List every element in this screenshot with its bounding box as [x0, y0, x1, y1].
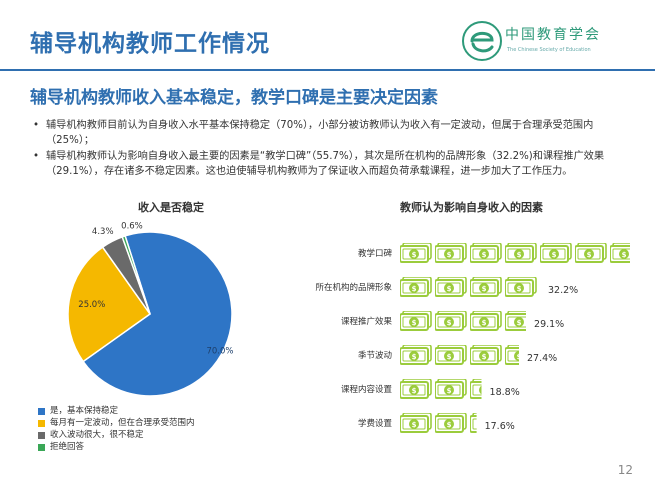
svg-text:$: $ — [447, 251, 452, 259]
pie-slice — [121, 234, 151, 315]
svg-text:$: $ — [482, 319, 487, 327]
money-icon: $ — [435, 243, 467, 263]
legend-swatch — [38, 443, 45, 451]
pie-slice — [67, 246, 152, 363]
pie-chart-title: 收入是否稳定 — [138, 201, 204, 214]
bar-value-label: 17.6% — [485, 421, 515, 432]
pie-data-label: 4.3% — [92, 227, 114, 237]
pictograph-bar-chart: 教学口碑$$$$$$$55.7%所在机构的品牌形象$$$$32.2%课程推广效果… — [315, 243, 630, 433]
bar-value-label: 27.4% — [527, 353, 557, 364]
bar-value-label: 18.8% — [490, 387, 520, 398]
legend-label: 收入波动很大，很不稳定 — [50, 430, 144, 440]
money-icon: $ — [435, 379, 467, 399]
money-icon: $ — [435, 277, 467, 297]
legend-label: 拒绝回答 — [50, 442, 85, 452]
svg-text:$: $ — [517, 353, 522, 361]
bar-category-label: 教学口碑 — [358, 248, 393, 259]
bar-category-label: 课程推广效果 — [341, 316, 393, 327]
money-icon: $ — [400, 413, 432, 433]
legend-item: 是，基本保持稳定 — [38, 405, 195, 417]
money-icon: $ — [540, 243, 572, 263]
svg-text:$: $ — [412, 319, 417, 327]
svg-text:$: $ — [552, 251, 557, 259]
bullet-list: 辅导机构教师目前认为自身收入水平基本保持稳定（70%），小部分被访教师认为收入有… — [30, 118, 635, 180]
money-icon: $ — [505, 277, 537, 297]
logo-emblem-icon — [462, 21, 502, 61]
money-icon: $ — [470, 345, 502, 365]
slide-title: 辅导机构教师工作情况 — [30, 31, 270, 57]
money-icon: $ — [400, 311, 432, 331]
legend-item: 每月有一定波动，但在合理承受范围内 — [38, 417, 195, 429]
legend-item: 收入波动很大，很不稳定 — [38, 429, 195, 441]
logo-subtext: The Chinese Society of Education — [507, 47, 591, 53]
money-icon: $ — [435, 345, 467, 365]
svg-text:$: $ — [447, 285, 452, 293]
svg-text:$: $ — [447, 353, 452, 361]
money-icon: $ — [470, 311, 502, 331]
legend-label: 每月有一定波动，但在合理承受范围内 — [50, 418, 195, 428]
legend-swatch — [38, 419, 45, 427]
money-icon: $ — [435, 311, 467, 331]
pie-legend: 是，基本保持稳定 每月有一定波动，但在合理承受范围内 收入波动很大，很不稳定 拒… — [38, 405, 195, 453]
legend-item: 拒绝回答 — [38, 441, 195, 453]
pie-data-label: 70.0% — [206, 347, 233, 357]
bar-category-label: 课程内容设置 — [341, 384, 393, 395]
svg-text:$: $ — [447, 421, 452, 429]
money-icon: $ — [505, 345, 522, 365]
legend-swatch — [38, 431, 45, 439]
money-icon: $ — [400, 379, 432, 399]
svg-text:$: $ — [447, 319, 452, 327]
svg-text:$: $ — [517, 251, 522, 259]
svg-text:$: $ — [447, 387, 452, 395]
svg-text:$: $ — [622, 251, 627, 259]
money-icon: $ — [470, 277, 502, 297]
money-icon: $ — [400, 277, 432, 297]
money-icon: $ — [610, 243, 630, 263]
svg-text:$: $ — [587, 251, 592, 259]
bar-value-label: 32.2% — [548, 285, 578, 296]
money-icon: $ — [505, 243, 537, 263]
svg-text:$: $ — [412, 421, 417, 429]
svg-text:$: $ — [517, 319, 522, 327]
svg-text:$: $ — [412, 251, 417, 259]
money-icon: $ — [470, 379, 487, 399]
logo-text: 中国教育学会 — [505, 27, 601, 43]
bullet-item: 辅导机构教师认为影响自身收入最主要的因素是“教学口碑”（55.7%），其次是所在… — [30, 149, 635, 179]
money-icon: $ — [470, 413, 477, 433]
pie-data-label: 0.6% — [121, 221, 143, 231]
svg-text:$: $ — [517, 285, 522, 293]
bar-chart-title: 教师认为影响自身收入的因素 — [400, 201, 543, 214]
money-icon: $ — [435, 413, 467, 433]
money-icon: $ — [400, 345, 432, 365]
legend-swatch — [38, 407, 45, 415]
svg-text:$: $ — [412, 353, 417, 361]
money-icon: $ — [470, 243, 502, 263]
svg-text:$: $ — [482, 353, 487, 361]
slide-subtitle: 辅导机构教师收入基本稳定，教学口碑是主要决定因素 — [30, 88, 438, 108]
money-icon: $ — [505, 311, 527, 331]
legend-label: 是，基本保持稳定 — [50, 406, 119, 416]
header-divider — [0, 69, 655, 71]
money-icon: $ — [400, 243, 432, 263]
logo: 中国教育学会 The Chinese Society of Education — [460, 18, 640, 68]
svg-text:$: $ — [412, 387, 417, 395]
pie-chart: 70.0% 25.0% 4.3% 0.6% — [67, 221, 234, 397]
svg-text:$: $ — [482, 251, 487, 259]
bullet-item: 辅导机构教师目前认为自身收入水平基本保持稳定（70%），小部分被访教师认为收入有… — [30, 118, 635, 148]
bar-category-label: 所在机构的品牌形象 — [315, 282, 392, 293]
svg-text:$: $ — [482, 285, 487, 293]
pie-slice — [82, 231, 233, 397]
bar-category-label: 学费设置 — [358, 418, 393, 429]
bar-value-label: 29.1% — [534, 319, 564, 330]
page-number: 12 — [617, 463, 633, 477]
money-icon: $ — [575, 243, 607, 263]
svg-text:$: $ — [412, 285, 417, 293]
bar-category-label: 季节波动 — [358, 350, 393, 361]
pie-data-label: 25.0% — [78, 300, 105, 310]
svg-text:$: $ — [482, 387, 487, 395]
